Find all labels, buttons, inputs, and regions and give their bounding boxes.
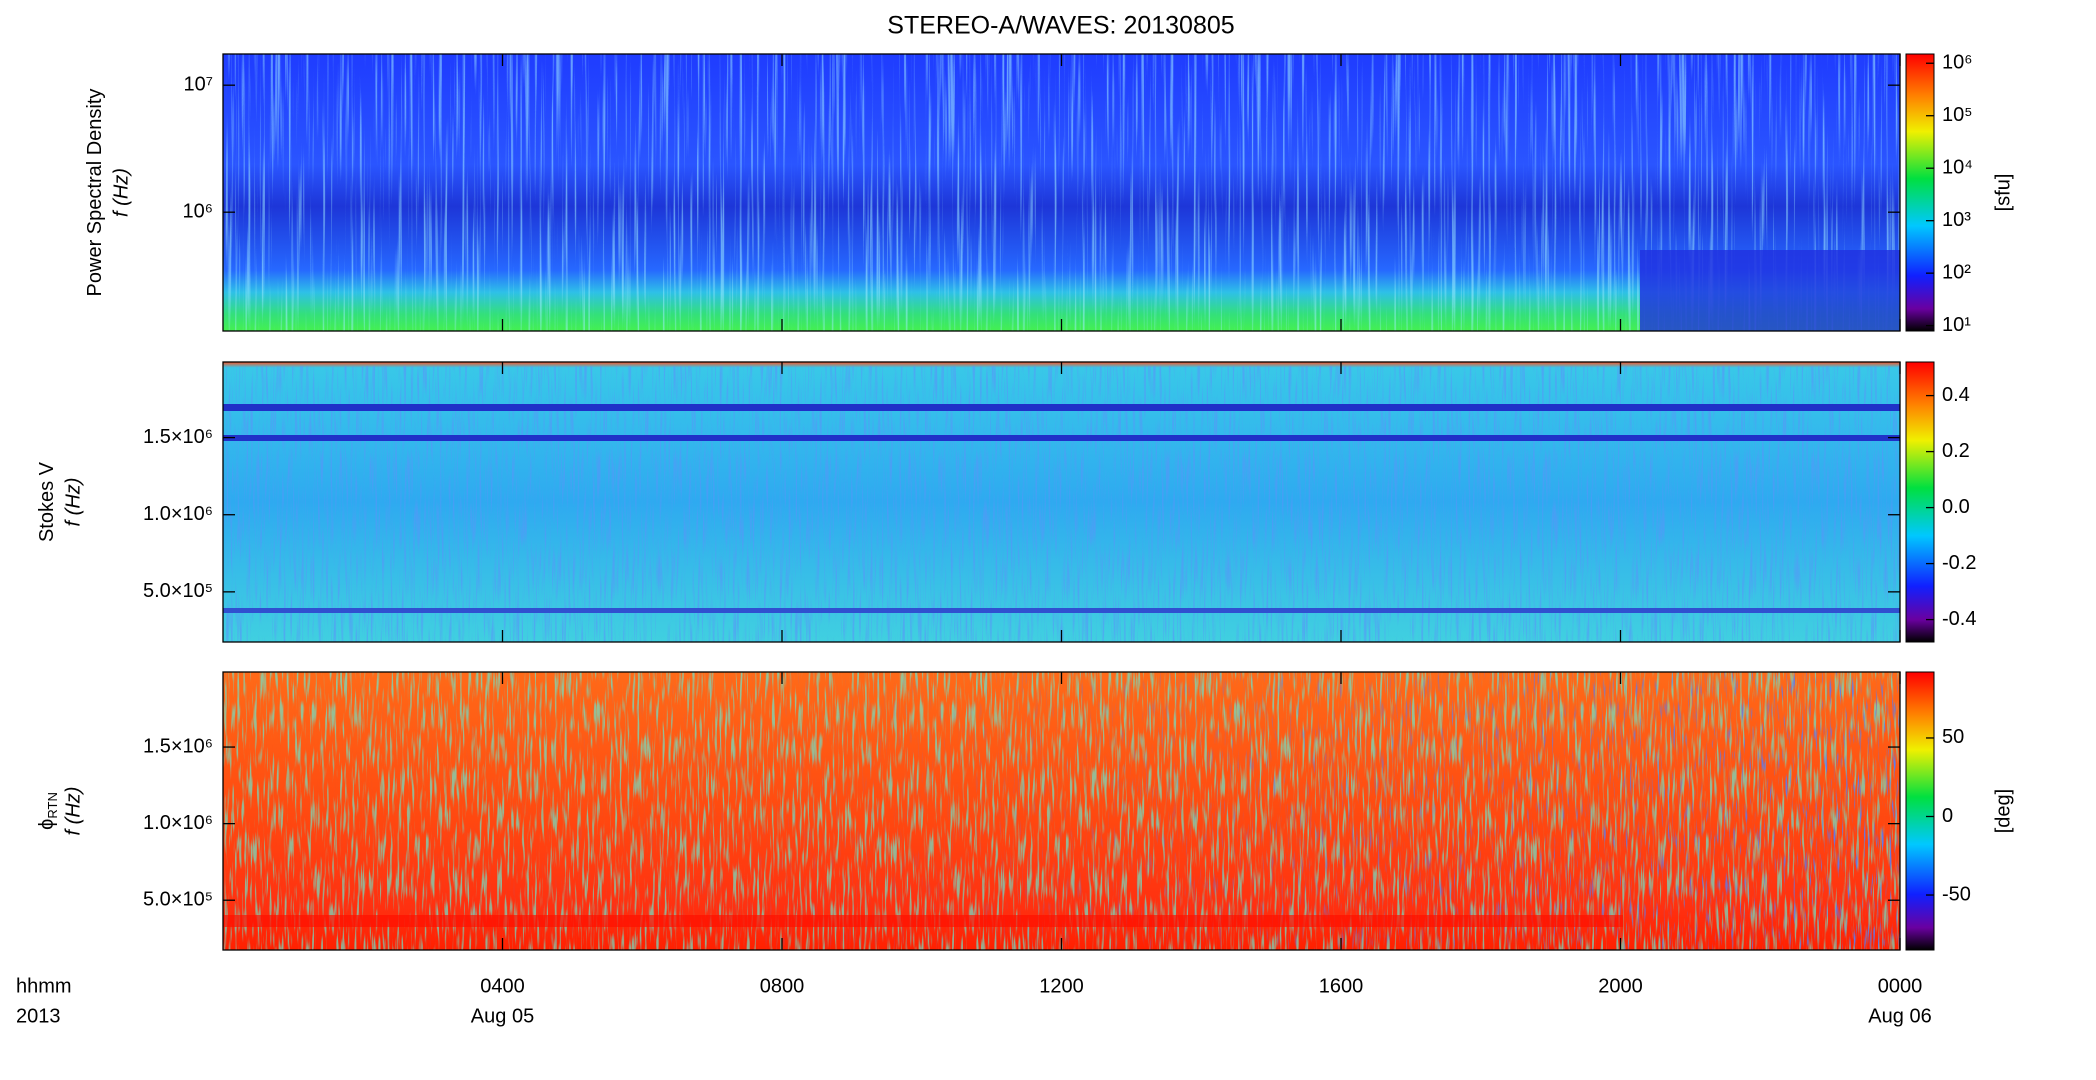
colorbar-tick-label: 10¹ [1942,314,1971,336]
colorbar-tick-label: 50 [1942,726,1964,748]
y-axis-label-text: Stokes V [36,461,58,542]
colorbar-tick-label: 10⁵ [1942,104,1973,126]
y-tick-label: 1.0×10⁶ [143,812,213,834]
x-tick-label: 0800 [760,975,805,997]
y-axis-unit: f (Hz) [62,787,84,836]
y-tick-label: 1.5×10⁶ [143,735,213,757]
x-axis-label: hhmm [16,975,72,997]
colorbar-tick-label: 0.0 [1942,496,1970,518]
y-tick-label: 5.0×10⁵ [143,889,213,911]
colorbar-tick-label: 0.4 [1942,384,1970,406]
colorbar-label: [sfu] [1992,174,2014,212]
colorbar-tick-label: -0.4 [1942,608,1976,630]
colorbar-tick-label: 0 [1942,805,1953,827]
y-axis-label: Stokes V [36,461,58,542]
y-tick-label: 1.5×10⁶ [143,426,213,448]
y-axis-label: Power Spectral Density [84,89,106,297]
x-tick-label: 0000 [1878,975,1923,997]
x-date-label: Aug 05 [471,1005,534,1027]
colorbar-tick-label: 10⁶ [1942,52,1972,74]
y-axis-label-sub: RTN [45,792,60,818]
y-tick-label: 5.0×10⁵ [143,580,213,602]
x-date-label: Aug 06 [1868,1005,1931,1027]
colorbar-tick-label: -0.2 [1942,552,1976,574]
colorbar-tick-label: 0.2 [1942,440,1970,462]
colorbar-tick-label: 10² [1942,261,1971,283]
colorbar-tick-label: 10⁴ [1942,156,1973,178]
colorbars [1905,53,1935,951]
x-tick-label: 1600 [1319,975,1364,997]
y-axis-unit: f (Hz) [110,168,132,217]
y-axis-label-text: ϕ [36,819,58,830]
colorbar-label: [deg] [1992,789,2014,833]
x-tick-label: 1200 [1039,975,1084,997]
x-tick-label: 2000 [1598,975,1643,997]
y-axis-label-text: Power Spectral Density [84,89,106,297]
y-tick-label: 10⁷ [184,73,213,95]
x-axis-year: 2013 [16,1005,61,1027]
y-tick-label: 10⁶ [183,200,213,222]
panel-3-image [223,672,1900,950]
y-tick-label: 1.0×10⁶ [143,503,213,525]
x-tick-label: 0400 [480,975,525,997]
chart-title: STEREO-A/WAVES: 20130805 [887,12,1234,40]
colorbar-tick-label: 10³ [1942,209,1971,231]
y-axis-unit: f (Hz) [62,478,84,527]
panel-1-image [223,54,1900,331]
y-axis-label: ϕRTN [36,792,60,830]
panel-2-image [223,362,1900,642]
colorbar-tick-label: -50 [1942,883,1971,905]
